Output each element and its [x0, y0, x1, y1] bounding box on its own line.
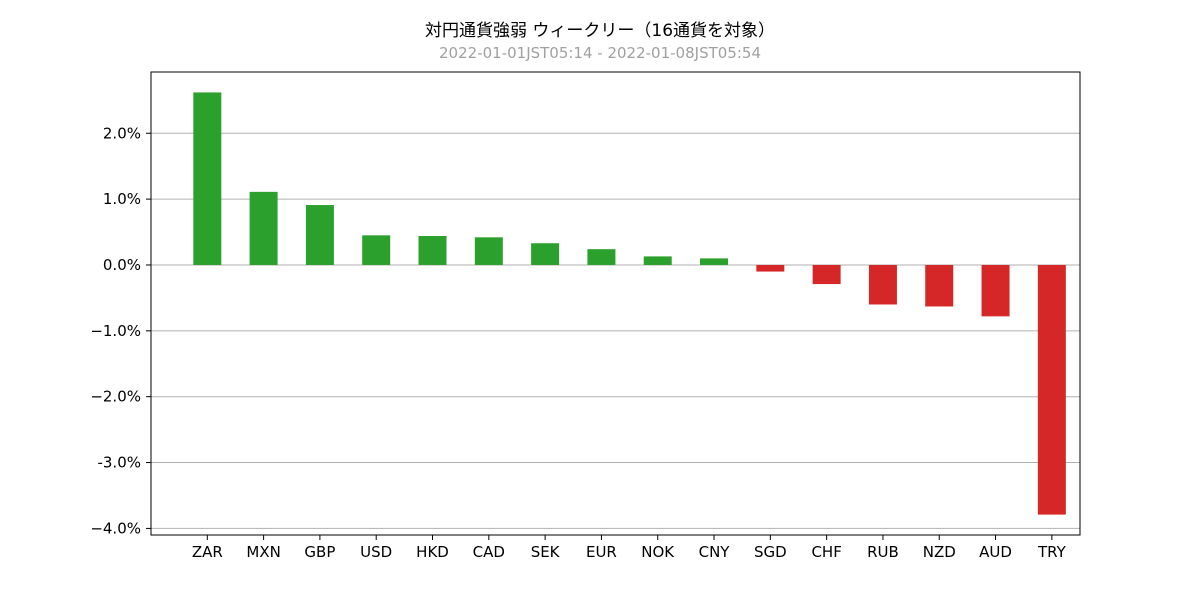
- x-tick-label-nzd: NZD: [923, 543, 956, 561]
- bar-nzd: [925, 264, 954, 307]
- x-tick-label-chf: CHF: [811, 543, 841, 561]
- bar-rub: [868, 264, 897, 305]
- chart-subtitle: 2022-01-01JST05:14 - 2022-01-08JST05:54: [439, 44, 761, 62]
- x-tick-label-hkd: HKD: [416, 543, 449, 561]
- y-tick-label: 1.0%: [103, 190, 141, 208]
- bar-chf: [812, 264, 841, 285]
- x-tick-label-cad: CAD: [473, 543, 505, 561]
- x-tick-label-sgd: SGD: [754, 543, 787, 561]
- x-tick-label-try: TRY: [1037, 543, 1067, 561]
- bar-cny: [700, 258, 729, 265]
- bar-aud: [981, 264, 1010, 317]
- plot-area-frame: [150, 71, 1081, 536]
- bar-try: [1037, 264, 1066, 515]
- bar-nok: [643, 256, 672, 265]
- x-tick-label-rub: RUB: [867, 543, 899, 561]
- x-tick-label-eur: EUR: [586, 543, 617, 561]
- x-tick-label-gbp: GBP: [304, 543, 335, 561]
- bar-mxn: [249, 191, 278, 265]
- y-tick-label: 0.0%: [103, 256, 141, 274]
- chart-title: 対円通貨強弱 ウィークリー（16通貨を対象）: [424, 21, 776, 41]
- y-tick-label: −2.0%: [90, 388, 141, 406]
- x-tick-label-usd: USD: [360, 543, 392, 561]
- bar-sgd: [756, 264, 785, 272]
- bar-usd: [362, 235, 391, 265]
- x-tick-label-zar: ZAR: [192, 543, 223, 561]
- x-tick-label-aud: AUD: [979, 543, 1012, 561]
- y-tick-label: −1.0%: [90, 322, 141, 340]
- y-tick-label: -3.0%: [97, 454, 141, 472]
- bar-zar: [193, 92, 222, 265]
- x-tick-label-nok: NOK: [641, 543, 675, 561]
- bar-hkd: [418, 235, 447, 265]
- bar-eur: [587, 249, 616, 265]
- y-tick-label: 2.0%: [103, 124, 141, 142]
- x-tick-label-sek: SEK: [531, 543, 561, 561]
- x-tick-label-cny: CNY: [699, 543, 731, 561]
- y-tick-label: −4.0%: [90, 519, 141, 537]
- bar-gbp: [305, 205, 334, 265]
- x-tick-label-mxn: MXN: [246, 543, 280, 561]
- bar-sek: [531, 243, 560, 265]
- bar-cad: [474, 237, 503, 265]
